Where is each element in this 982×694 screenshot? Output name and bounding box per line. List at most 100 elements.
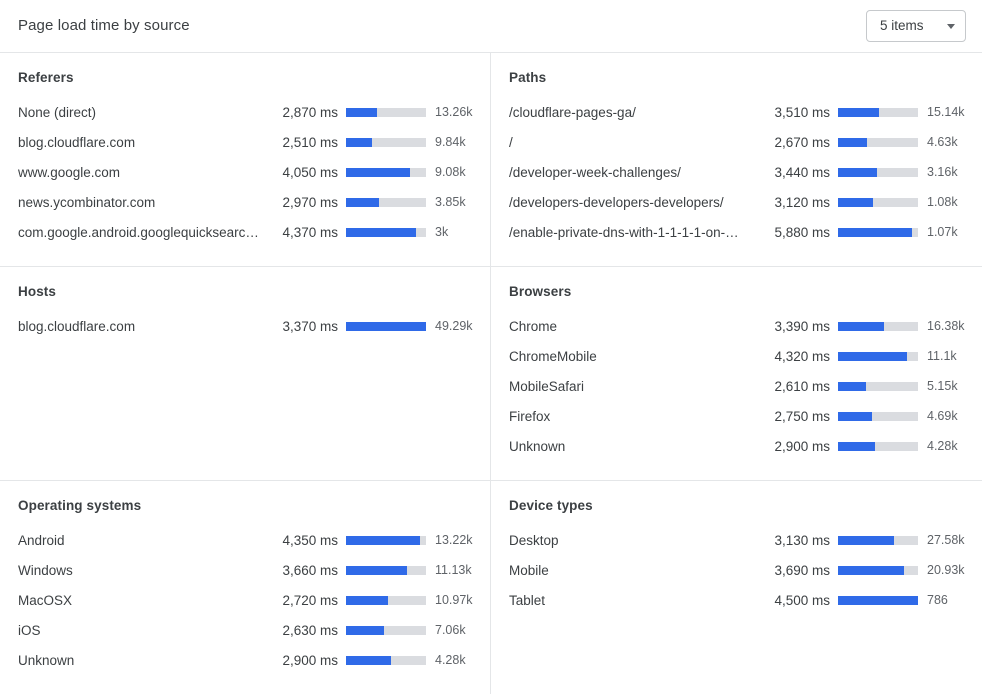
row-label: Chrome [509,318,558,334]
row-bar-fill [838,535,894,545]
row-bar-track [838,565,918,575]
row-load-time: 3,660 ms [282,562,338,578]
panel-hosts: Hosts blog.cloudflare.com 3,370 ms 49.29k [0,266,491,480]
row-bar-fill [346,167,410,177]
row-bar-track [346,535,426,545]
row-label: com.google.android.googlequicksearc… [18,224,259,240]
row-count: 11.1k [927,349,957,363]
table-row[interactable]: news.ycombinator.com 2,970 ms 3.85k [18,187,474,217]
row-load-time: 4,370 ms [282,224,338,240]
row-label: Tablet [509,592,546,608]
row-bar-track [346,625,426,635]
table-row[interactable]: /developers-developers-developers/3,120 … [509,187,966,217]
row-load-time: 2,510 ms [282,134,338,150]
row-label: ChromeMobile [509,348,597,364]
table-row[interactable]: /developer-week-challenges/3,440 ms 3.16k [509,157,966,187]
panel-rows: blog.cloudflare.com 3,370 ms 49.29k [18,311,474,341]
row-load-time: 2,900 ms [774,438,830,454]
row-load-time: 5,880 ms [774,224,830,240]
table-row[interactable]: / 2,670 ms 4.63k [509,127,966,157]
row-bar-track [838,137,918,147]
table-row[interactable]: Android 4,350 ms 13.22k [18,525,474,555]
row-count: 13.26k [435,105,473,119]
row-label: MobileSafari [509,378,585,394]
row-bar-fill [346,227,417,237]
table-row[interactable]: iOS 2,630 ms 7.06k [18,615,474,645]
panel-rows: Chrome 3,390 ms 16.38k ChromeMobile 4,320 ms… [509,311,966,461]
table-row[interactable]: MacOSX 2,720 ms 10.97k [18,585,474,615]
row-load-time: 2,970 ms [282,194,338,210]
table-row[interactable]: Chrome 3,390 ms 16.38k [509,311,966,341]
table-row[interactable]: Mobile 3,690 ms 20.93k [509,555,966,585]
table-row[interactable]: com.google.android.googlequicksearc… 4,37… [18,217,474,247]
row-bar-fill [346,595,388,605]
row-bar-track [346,197,426,207]
row-load-time: 2,670 ms [774,134,830,150]
table-row[interactable]: Desktop 3,130 ms 27.58k [509,525,966,555]
row-count: 3.85k [435,195,466,209]
table-row[interactable]: Unknown 2,900 ms 4.28k [509,431,966,461]
table-row[interactable]: blog.cloudflare.com 2,510 ms 9.84k [18,127,474,157]
row-bar-fill [346,137,372,147]
row-count: 5.15k [927,379,958,393]
row-load-time: 2,630 ms [282,622,338,638]
row-bar-fill [346,107,378,117]
panel-paths: Paths/cloudflare-pages-ga/3,510 ms 15.14k… [491,52,982,266]
table-row[interactable]: Tablet 4,500 ms 786 [509,585,966,615]
chevron-down-icon [947,23,955,29]
panel-referers: Referers None (direct) 2,870 ms 13.26k blog.… [0,52,491,266]
row-label: Android [18,532,65,548]
row-bar-track [838,227,918,237]
row-bar-track [346,137,426,147]
row-label: Mobile [509,562,549,578]
row-bar-track [838,411,918,421]
row-bar-fill [346,625,385,635]
items-select-wrapper: 5 items [866,10,966,42]
row-bar-track [838,595,918,605]
table-row[interactable]: www.google.com 4,050 ms 9.08k [18,157,474,187]
row-bar-track [346,167,426,177]
row-count: 4.69k [927,409,958,423]
table-row[interactable]: /enable-private-dns-with-1-1-1-1-on-… 5,8… [509,217,966,247]
row-count: 1.08k [927,195,958,209]
row-load-time: 3,120 ms [774,194,830,210]
row-count: 10.97k [435,593,473,607]
row-load-time: 3,690 ms [774,562,830,578]
row-count: 3.16k [927,165,958,179]
row-bar-fill [346,565,407,575]
panel-title: Device types [509,498,593,513]
row-label: blog.cloudflare.com [18,134,136,150]
row-bar-track [346,595,426,605]
row-count: 4.63k [927,135,958,149]
card-header: Page load time by source 5 items [0,0,982,52]
items-count-select[interactable]: 5 items [866,10,966,42]
table-row[interactable]: ChromeMobile 4,320 ms 11.1k [509,341,966,371]
row-label: Desktop [509,532,559,548]
table-row[interactable]: Unknown 2,900 ms 4.28k [18,645,474,675]
table-row[interactable]: Firefox 2,750 ms 4.69k [509,401,966,431]
row-bar-track [838,321,918,331]
table-row[interactable]: None (direct) 2,870 ms 13.26k [18,97,474,127]
panel-device-types: Device types Desktop 3,130 ms 27.58k Mobile 3… [491,480,982,694]
row-count: 3k [435,225,449,239]
row-bar-track [838,381,918,391]
table-row[interactable]: blog.cloudflare.com 3,370 ms 49.29k [18,311,474,341]
row-bar-fill [838,411,872,421]
row-count: 9.08k [435,165,466,179]
row-bar-fill [838,137,867,147]
table-row[interactable]: Windows 3,660 ms 11.13k [18,555,474,585]
row-bar-track [838,197,918,207]
row-label: Unknown [18,652,75,668]
table-row[interactable]: MobileSafari 2,610 ms 5.15k [509,371,966,401]
row-label: iOS [18,622,41,638]
row-label: /enable-private-dns-with-1-1-1-1-on-… [509,224,739,240]
panel-browsers: Browsers Chrome 3,390 ms 16.38k ChromeMobile… [491,266,982,480]
row-count: 786 [927,593,948,607]
metrics-grid: Referers None (direct) 2,870 ms 13.26k blog.… [0,52,982,694]
row-bar-fill [838,595,918,605]
row-bar-fill [838,321,884,331]
table-row[interactable]: /cloudflare-pages-ga/3,510 ms 15.14k [509,97,966,127]
row-count: 4.28k [927,439,958,453]
row-load-time: 2,900 ms [282,652,338,668]
